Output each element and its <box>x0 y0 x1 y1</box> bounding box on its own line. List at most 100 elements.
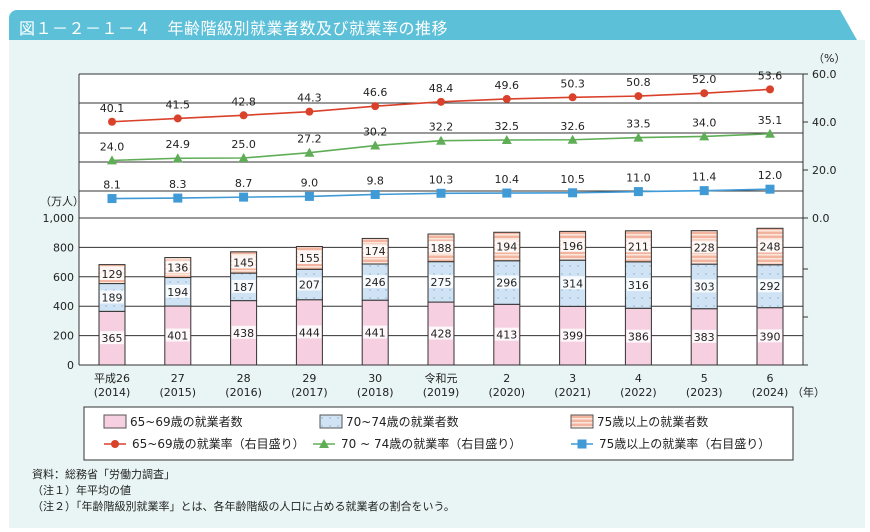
line-data-label: 25.0 <box>231 138 256 151</box>
triangle-marker <box>172 153 183 163</box>
line-data-label: 9.8 <box>366 174 384 187</box>
right-tick-label: 20.0 <box>812 164 837 177</box>
circle-marker <box>239 111 248 120</box>
bar-data-label: 129 <box>102 268 123 281</box>
square-marker <box>304 191 314 201</box>
square-marker <box>436 188 446 198</box>
x-tick-label-year: (2015) <box>160 386 197 399</box>
data-label-bg <box>100 290 124 304</box>
data-label-bg <box>297 325 322 339</box>
line-data-label: 32.5 <box>495 120 520 133</box>
circle-marker <box>305 107 314 116</box>
bar-data-label: 275 <box>431 276 452 289</box>
x-tick-label-era: 2 <box>503 372 510 385</box>
legend-box <box>83 406 794 461</box>
bar-data-label: 194 <box>167 286 188 299</box>
line-data-label: 49.6 <box>495 79 520 92</box>
x-tick-label-era: 29 <box>302 372 316 385</box>
line-data-label: 24.0 <box>100 140 125 153</box>
right-tick-label: 40.0 <box>812 116 837 129</box>
x-tick-label-era: 30 <box>368 372 382 385</box>
data-label-bg <box>297 277 322 291</box>
x-tick-label-era: 平成26 <box>94 372 130 385</box>
line-data-label: 10.5 <box>560 173 585 186</box>
x-tick-label-year: (2014) <box>94 386 131 399</box>
line-data-label: 48.4 <box>429 82 454 95</box>
legend-swatch <box>570 414 594 429</box>
data-label-bg <box>626 329 651 343</box>
data-label-bg <box>165 328 190 342</box>
legend-label: 70 ~ 74歳の就業率（右目盛り） <box>341 436 521 451</box>
circle-marker <box>568 93 577 102</box>
bar-data-label: 401 <box>167 330 188 343</box>
circle-marker <box>111 440 119 448</box>
line-data-label: 50.3 <box>560 77 585 90</box>
bar-data-label: 136 <box>167 262 188 275</box>
triangle-marker <box>567 134 578 144</box>
left-tick-label: 200 <box>53 330 74 343</box>
triangle-marker <box>304 147 315 157</box>
line-data-label: 53.6 <box>758 69 783 82</box>
square-marker <box>370 189 380 199</box>
data-label-bg <box>494 239 519 253</box>
line-data-label: 24.9 <box>166 138 191 151</box>
data-label-bg <box>165 284 190 298</box>
x-tick-label-year: (2024) <box>752 386 789 399</box>
bar-data-label: 413 <box>496 329 517 342</box>
data-label-bg <box>297 250 322 264</box>
square-marker <box>173 193 183 203</box>
bar-data-label: 189 <box>102 291 123 304</box>
bar-data-label: 316 <box>628 279 649 292</box>
line-data-label: 40.1 <box>100 102 125 115</box>
line-data-label: 52.0 <box>692 73 717 86</box>
data-label-bg <box>429 240 453 254</box>
line-data-label: 44.3 <box>297 92 322 105</box>
data-label-bg <box>626 239 651 253</box>
bar-data-label: 246 <box>365 276 386 289</box>
circle-marker <box>634 92 643 101</box>
data-label-bg <box>363 244 388 258</box>
data-label-bg <box>231 279 256 293</box>
bar-data-label: 428 <box>431 328 452 341</box>
square-marker <box>765 184 775 194</box>
circle-marker <box>437 97 445 106</box>
line-data-label: 32.6 <box>560 120 585 133</box>
legend-label: 75歳以上の就業者数 <box>597 414 708 429</box>
left-tick-label: 800 <box>53 241 74 254</box>
data-label-bg <box>692 279 717 293</box>
triangle-marker <box>765 128 775 138</box>
legend-label: 65~69歳の就業率（右目盛り） <box>132 436 305 451</box>
bar-data-label: 196 <box>562 240 583 253</box>
line-data-label: 12.0 <box>758 169 783 182</box>
line-data-label: 8.3 <box>169 178 187 191</box>
square-marker <box>633 187 643 197</box>
left-tick-label: 1,000 <box>43 212 75 225</box>
line-data-label: 8.1 <box>103 179 121 192</box>
data-label-bg <box>363 275 388 289</box>
bar-data-label: 314 <box>562 277 583 290</box>
x-tick-label-year: (2018) <box>357 386 394 399</box>
x-tick-label-year: (2020) <box>489 386 526 399</box>
legend-swatch <box>319 414 343 429</box>
circle-marker <box>371 102 380 111</box>
data-label-bg <box>494 275 519 289</box>
circle-marker <box>502 94 511 103</box>
data-label-bg <box>494 327 519 341</box>
circle-marker <box>108 117 116 126</box>
triangle-marker <box>436 135 446 145</box>
x-tick-label-era: 令和元 <box>425 371 458 385</box>
bar-data-label: 444 <box>299 326 320 339</box>
bar-data-label: 303 <box>694 280 715 293</box>
circle-marker <box>700 89 709 98</box>
data-label-bg <box>626 278 651 292</box>
bar-data-label: 145 <box>233 256 254 269</box>
data-label-bg <box>100 267 124 281</box>
x-tick-label-year: (2017) <box>291 386 328 399</box>
circle-marker <box>766 85 774 94</box>
left-tick-label: 600 <box>53 271 74 284</box>
line-data-label: 42.8 <box>231 95 256 108</box>
bar-data-label: 365 <box>102 332 123 345</box>
left-tick-label: 0 <box>67 359 74 372</box>
bar-data-label: 438 <box>233 327 254 340</box>
legend-swatch <box>103 414 127 429</box>
